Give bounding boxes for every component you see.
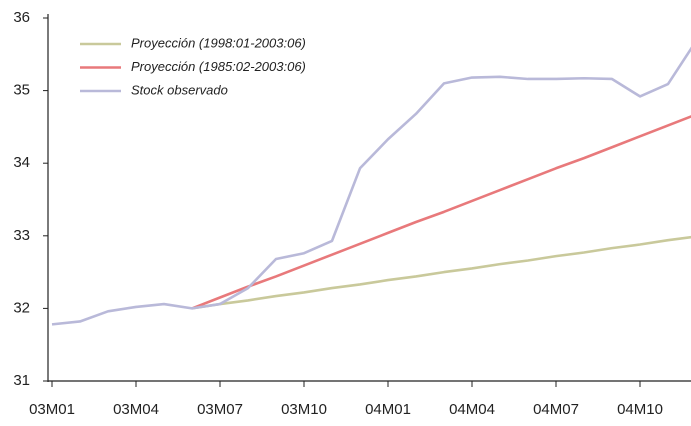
y-tick-label: 31 bbox=[13, 372, 30, 389]
x-tick-label: 03M07 bbox=[197, 401, 243, 418]
x-tick-label: 03M04 bbox=[113, 401, 159, 418]
x-tick-label: 03M10 bbox=[281, 401, 327, 418]
x-tick-label: 04M07 bbox=[533, 401, 579, 418]
legend-label: Stock observado bbox=[131, 82, 228, 97]
x-tick-label: 04M01 bbox=[365, 401, 411, 418]
y-tick-label: 36 bbox=[13, 9, 30, 26]
y-tick-label: 35 bbox=[13, 82, 30, 99]
legend-label: Proyección (1985:02-2003:06) bbox=[131, 59, 306, 74]
x-tick-label: 04M04 bbox=[449, 401, 495, 418]
y-tick-label: 33 bbox=[13, 227, 30, 244]
x-tick-label: 03M01 bbox=[29, 401, 75, 418]
legend-label: Proyección (1998:01-2003:06) bbox=[131, 35, 306, 50]
series-line bbox=[51, 46, 691, 326]
series-line bbox=[191, 235, 691, 310]
series-line bbox=[191, 115, 691, 310]
y-tick-label: 32 bbox=[13, 299, 30, 316]
y-tick-label: 34 bbox=[13, 154, 30, 171]
x-tick-label: 04M10 bbox=[617, 401, 663, 418]
